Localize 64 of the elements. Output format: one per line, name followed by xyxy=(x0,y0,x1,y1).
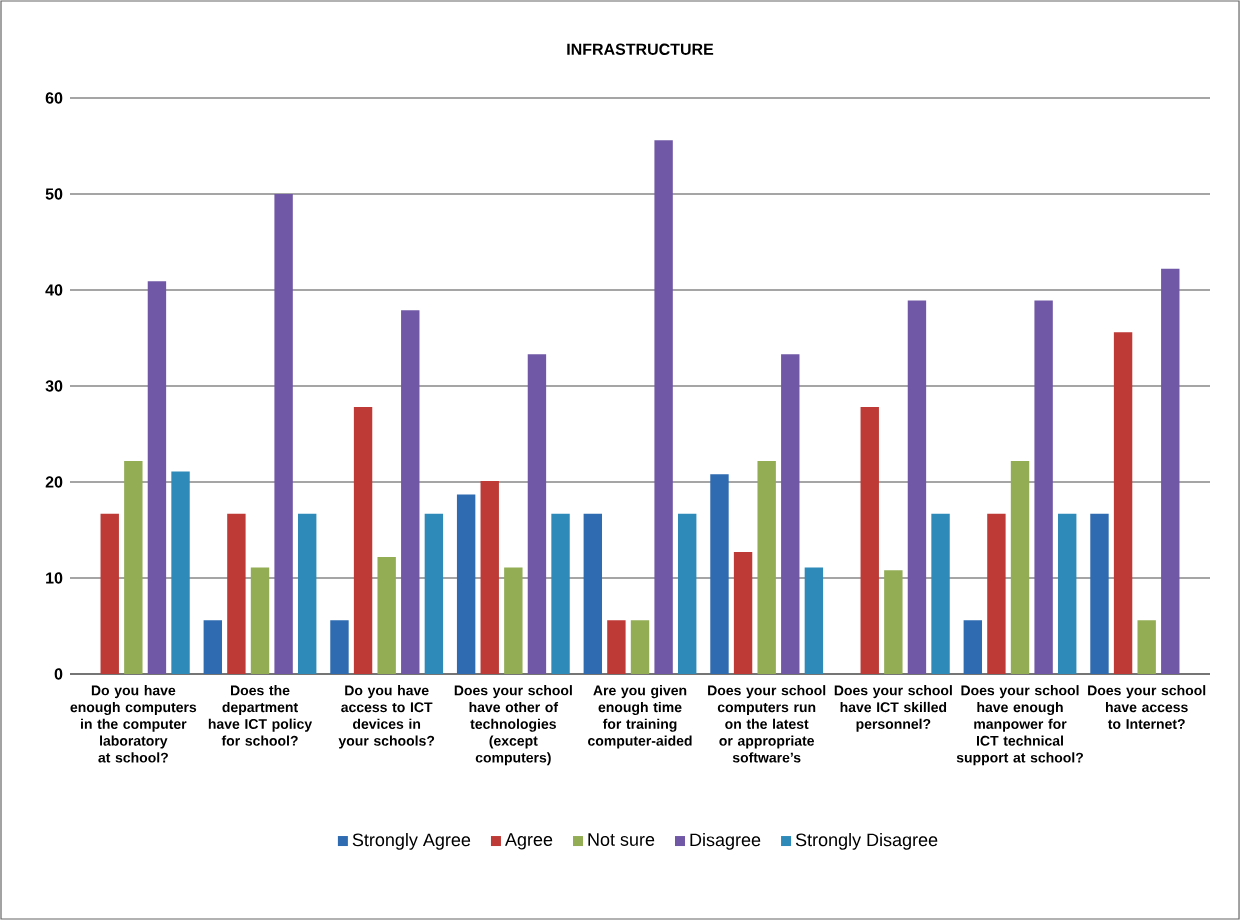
bar xyxy=(504,567,523,674)
bar xyxy=(227,513,246,674)
bar xyxy=(987,513,1006,674)
bar xyxy=(551,513,570,674)
x-tick-label: Are you given enough time for training computer-aided xyxy=(588,685,692,749)
bar xyxy=(1113,332,1133,674)
y-tick-label: 50 xyxy=(45,188,63,200)
legend-label: Agree xyxy=(504,833,553,850)
bar xyxy=(480,481,499,674)
bar xyxy=(1034,300,1053,674)
bar xyxy=(884,570,903,674)
bar xyxy=(456,494,476,674)
bar xyxy=(678,513,697,674)
bar xyxy=(1010,460,1030,674)
y-tick-label: 40 xyxy=(45,284,63,296)
bar xyxy=(1161,268,1180,674)
bar xyxy=(804,567,824,674)
bar xyxy=(630,620,650,674)
bar xyxy=(931,513,950,674)
bar xyxy=(527,354,547,674)
bar xyxy=(274,193,293,674)
bar xyxy=(963,620,983,674)
y-tick-label: 0 xyxy=(54,668,63,680)
bar xyxy=(1090,513,1109,674)
y-tick-label: 30 xyxy=(45,380,63,392)
bar xyxy=(860,407,879,674)
legend-label: Not sure xyxy=(588,833,655,846)
bar xyxy=(171,471,190,674)
bar xyxy=(1058,513,1077,674)
x-tick-label: Does your school have other of technologies (except computers) xyxy=(454,685,572,766)
bar xyxy=(203,620,222,674)
bar xyxy=(710,474,729,674)
bar xyxy=(583,513,603,674)
bar xyxy=(100,513,119,674)
bar xyxy=(377,556,396,674)
y-tick-label: 20 xyxy=(45,476,63,488)
legend-label: Strongly Agree xyxy=(352,833,471,850)
bar xyxy=(250,567,270,674)
bar xyxy=(298,513,317,674)
x-tick-label: Does your school have ICT skilled personnel? xyxy=(834,685,952,732)
bar xyxy=(401,310,420,674)
legend-label: Strongly Disagree xyxy=(795,833,938,850)
bar xyxy=(654,140,673,674)
x-tick-label: Does the department have ICT policy for school? xyxy=(208,685,313,746)
x-tick-label: Do you have access to ICT devices in your schools? xyxy=(338,685,435,749)
legend-label: Disagree xyxy=(690,833,761,850)
x-tick-label: Does your school have enough manpower for ICT technical support at school? xyxy=(956,685,1083,766)
bar xyxy=(124,460,143,674)
x-tick-label: Does your school computers run on the latest or appropriate software’s xyxy=(708,685,826,763)
bar xyxy=(781,354,800,674)
bar xyxy=(424,513,444,674)
bar xyxy=(733,552,753,674)
bar xyxy=(757,460,776,674)
bar xyxy=(353,407,373,674)
y-tick-label: 60 xyxy=(45,92,63,104)
x-tick-label: Do you have enough computers in the computer laboratory at school? xyxy=(70,685,197,763)
chart-title: INFRASTRUCTURE xyxy=(567,43,714,55)
bar xyxy=(607,620,626,674)
y-tick-label: 10 xyxy=(46,572,63,584)
bar xyxy=(1137,620,1156,674)
bar xyxy=(147,281,167,674)
bar xyxy=(907,300,927,674)
bar xyxy=(330,620,349,674)
x-tick-label: Does your school have access to Internet? xyxy=(1088,685,1206,729)
